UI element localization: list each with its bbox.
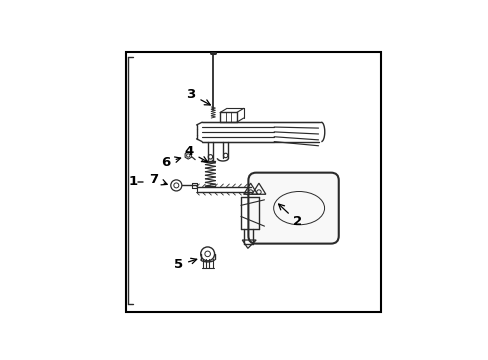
Text: 2: 2 [278,204,302,229]
Text: 1: 1 [128,175,137,188]
Text: 7: 7 [149,172,167,185]
Text: 3: 3 [186,88,210,105]
Text: 5: 5 [174,258,196,271]
Text: 4: 4 [184,145,207,162]
FancyBboxPatch shape [248,173,338,244]
Text: 6: 6 [161,156,180,169]
